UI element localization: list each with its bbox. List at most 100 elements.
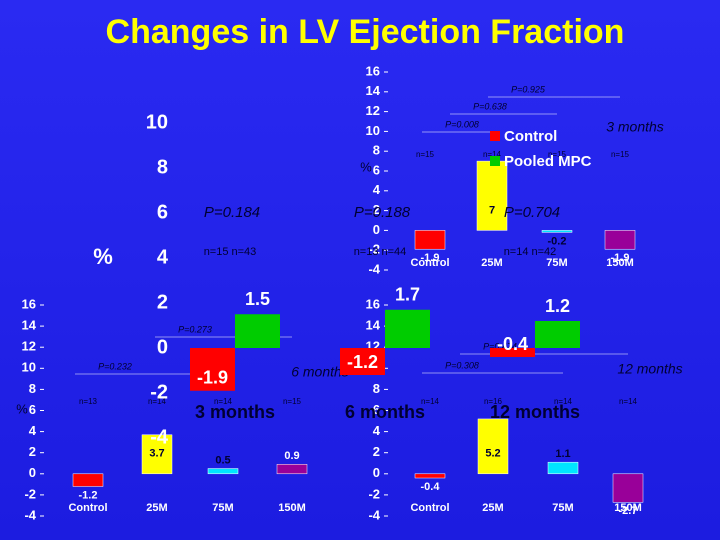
- value-label: 1.2: [545, 296, 570, 316]
- n-label: n=13: [79, 397, 98, 406]
- x-tick-label: 150M: [278, 502, 306, 514]
- y-tick-label: -4: [150, 426, 169, 448]
- bar: [190, 348, 235, 391]
- legend-label: Control: [504, 128, 557, 145]
- x-tick-label: 75M: [212, 502, 233, 514]
- y-tick-label: 14: [366, 83, 381, 98]
- y-tick-label: 12: [22, 339, 36, 354]
- value-label: -1.9: [421, 252, 440, 264]
- x-tick-label: Control: [68, 502, 107, 514]
- bar: [72, 473, 104, 487]
- x-tick-label: 150M: [606, 257, 634, 269]
- chart-subtitle: 6 months: [291, 364, 349, 380]
- value-label: 0.9: [284, 450, 299, 462]
- y-tick-label: -4: [368, 507, 380, 522]
- y-tick-label: 12: [366, 103, 380, 118]
- x-tick-label: 75M: [546, 257, 567, 269]
- chart-subtitle: 3 months: [606, 119, 664, 135]
- n-label: n=13 n=44: [354, 246, 407, 258]
- n-label: n=14: [554, 397, 573, 406]
- y-tick-label: 4: [29, 423, 37, 438]
- x-tick-label: 25M: [482, 502, 503, 514]
- y-axis-label: %: [16, 401, 28, 416]
- y-tick-label: 4: [373, 423, 381, 438]
- p-value: P=0.273: [178, 324, 212, 334]
- y-tick-label: 4: [157, 246, 169, 268]
- bar: [235, 314, 280, 348]
- value-label: -1.2: [79, 489, 98, 501]
- value-label: -1.9: [197, 368, 228, 388]
- x-tick-label: Control: [410, 502, 449, 514]
- legend-swatch: [490, 156, 500, 166]
- bar: [490, 348, 535, 357]
- value-label: -1.9: [611, 252, 630, 264]
- y-tick-label: 16: [22, 296, 36, 311]
- slide-title: Changes in LV Ejection Fraction: [106, 13, 625, 51]
- y-tick-label: 8: [29, 381, 36, 396]
- n-label: n=15: [548, 150, 567, 159]
- y-tick-label: 8: [157, 156, 168, 178]
- value-label: 5.2: [485, 448, 500, 460]
- legend-label: Pooled MPC: [504, 153, 592, 170]
- value-label: 3.7: [149, 448, 164, 460]
- value-label: -2.7: [619, 505, 638, 517]
- bar: [477, 418, 509, 475]
- y-tick-label: 16: [366, 296, 380, 311]
- bar: [541, 230, 573, 233]
- bar: [535, 321, 580, 348]
- bar: [207, 468, 239, 475]
- y-tick-label: 8: [373, 143, 380, 158]
- value-label: -1.2: [347, 352, 378, 372]
- n-label: n=14: [619, 397, 638, 406]
- value-label: 0.5: [215, 454, 230, 466]
- x-tick-label: 25M: [146, 502, 167, 514]
- p-value: P=0.184: [204, 204, 260, 221]
- y-tick-label: 6: [157, 201, 168, 223]
- value-label: -0.4: [421, 481, 441, 493]
- y-tick-label: -2: [150, 381, 168, 403]
- value-label: 7: [489, 204, 495, 216]
- n-label: n=15: [416, 150, 435, 159]
- x-tick-label: 150M: [614, 502, 642, 514]
- y-tick-label: 6: [29, 402, 36, 417]
- bar: [141, 434, 173, 475]
- n-label: n=14 n=42: [504, 246, 557, 258]
- p-value: P=0.232: [98, 361, 132, 371]
- y-tick-label: 2: [373, 444, 380, 459]
- x-tick-label: 12 months: [490, 402, 580, 422]
- y-tick-label: 16: [366, 63, 380, 78]
- y-tick-label: 0: [29, 465, 36, 480]
- y-tick-label: 2: [29, 444, 36, 459]
- bar: [547, 461, 579, 475]
- bar: [604, 230, 636, 250]
- value-label: -0.4: [497, 334, 528, 354]
- y-tick-label: 2: [157, 291, 168, 313]
- y-tick-label: 6: [373, 402, 380, 417]
- n-label: n=15: [611, 150, 630, 159]
- x-tick-label: 75M: [552, 502, 573, 514]
- y-tick-label: -4: [24, 507, 36, 522]
- n-label: n=14: [148, 397, 167, 406]
- p-value: P=0.008: [445, 119, 479, 129]
- n-label: n=15: [283, 397, 302, 406]
- bar: [414, 473, 446, 479]
- n-label: n=14: [421, 397, 440, 406]
- y-axis-label: %: [360, 159, 372, 174]
- value-label: -0.2: [548, 235, 567, 247]
- y-tick-label: 10: [366, 123, 380, 138]
- y-tick-label: 14: [366, 318, 381, 333]
- bar: [476, 160, 508, 231]
- y-tick-label: 10: [146, 111, 168, 133]
- value-label: 1.7: [395, 285, 420, 305]
- bar: [414, 230, 446, 250]
- n-label: n=16: [484, 397, 503, 406]
- value-label: 1.1: [555, 448, 570, 460]
- p-value: P=0.704: [504, 204, 560, 221]
- y-tick-label: 2: [373, 202, 380, 217]
- n-label: n=14: [483, 150, 502, 159]
- value-label: 1.5: [245, 289, 270, 309]
- bar: [612, 473, 644, 503]
- x-tick-label: 6 months: [345, 402, 425, 422]
